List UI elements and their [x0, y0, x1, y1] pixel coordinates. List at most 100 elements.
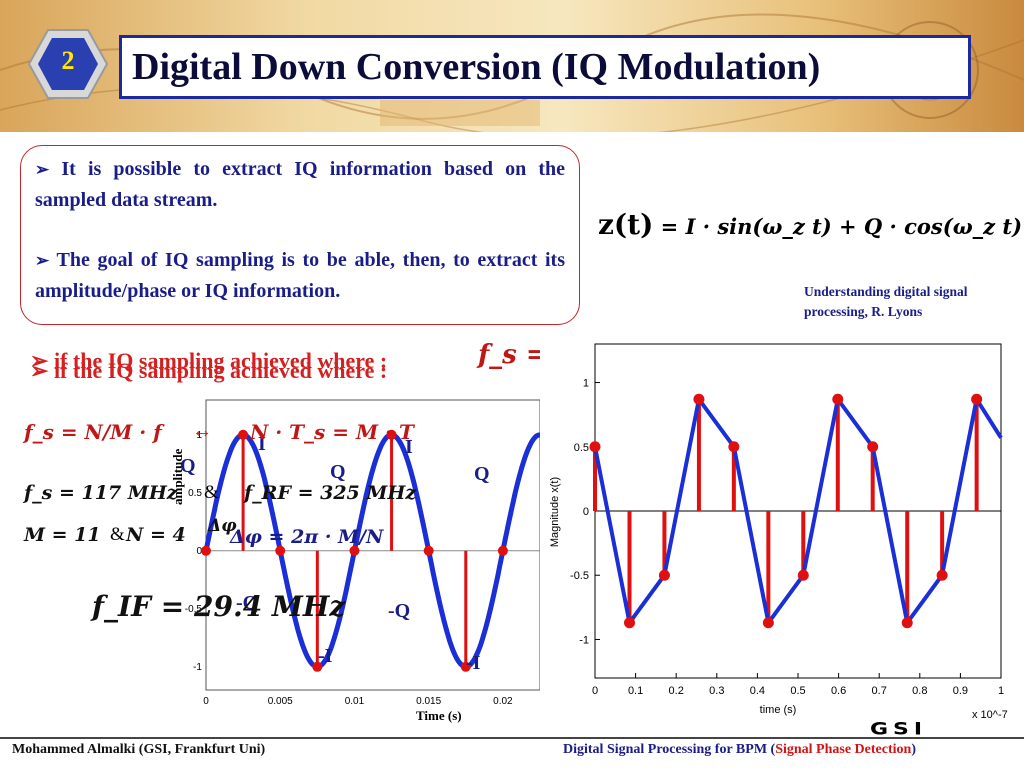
bullet-2: ➢ The goal of IQ sampling is to be able,…: [35, 245, 565, 306]
label-i-2: I: [405, 436, 413, 458]
right-chart-point: [936, 569, 948, 581]
left-plot-stems: [241, 434, 468, 667]
right-chart-point: [971, 393, 983, 405]
right-chart-xtick: 1: [998, 685, 1004, 697]
left-plot-sample-point: [312, 661, 323, 672]
right-chart-xtick: 0.9: [953, 685, 968, 697]
right-chart-point: [832, 393, 844, 405]
formula-delta-phi: Δφ = 2π · M/N: [230, 526, 384, 548]
formula-n: N = 4: [126, 524, 186, 546]
label-negi-2: -I: [466, 652, 481, 674]
left-plot-sample-point: [423, 545, 434, 556]
left-plot-ytick: 0.5: [188, 488, 202, 499]
fs-label: f_s =: [478, 340, 548, 370]
bullet-1-text: It is possible to extract IQ information…: [35, 158, 566, 211]
right-chart-xtick: 0.5: [790, 685, 805, 697]
ampersand-1: &: [204, 482, 219, 503]
label-q-1: Q: [180, 455, 196, 477]
left-plot: 1 0.5 0 -0.5 -1 0 0.005 0.01 0.015 0.02: [185, 399, 540, 707]
left-plot-sample-point: [497, 545, 508, 556]
footer-course-post: ): [911, 742, 916, 757]
label-q-2: Q: [330, 461, 346, 483]
arrow-bullet-icon: ➢: [35, 160, 50, 179]
iff-symbol: ↔: [192, 420, 212, 442]
condition-text-shadow: if the IQ sampling achieved where :: [53, 358, 388, 383]
right-chart-point: [693, 393, 705, 405]
equation-lhs: z(t): [598, 208, 654, 241]
left-plot-sample-point: [201, 545, 211, 556]
right-chart-point: [589, 441, 601, 453]
left-plot-sample-point: [238, 429, 249, 440]
right-chart-scale-label: x 10^-7: [972, 709, 1008, 721]
right-chart-point: [624, 617, 636, 629]
right-chart-points: [589, 393, 983, 629]
page-title: Digital Down Conversion (IQ Modulation): [132, 46, 821, 88]
right-chart-point: [901, 617, 913, 629]
bullet-2-text: The goal of IQ sampling is to be able, t…: [35, 249, 566, 302]
right-chart-point: [658, 569, 670, 581]
right-chart-xtick: 0.4: [750, 685, 765, 697]
right-chart-point: [728, 441, 740, 453]
right-chart-axes: 1 0.5 0 -0.5 -1 0 0.1 0.2 0.3 0.4 0.5 0.6 0.7 0.8 0.9 1: [570, 343, 1004, 697]
reference-text: Understanding digital signal processing,…: [804, 284, 968, 319]
right-chart-xtick: 0.7: [872, 685, 887, 697]
left-plot-xtick: 0.02: [493, 696, 513, 707]
right-chart-xtick: 0.3: [709, 685, 724, 697]
left-plot-xtick: 0.005: [268, 696, 293, 707]
footer-author: Mohammed Almalki (GSI, Frankfurt Uni): [12, 742, 266, 757]
left-plot-xlabel: Time (s): [416, 708, 462, 723]
right-chart-point: [867, 441, 879, 453]
gsi-logo: GSI: [870, 720, 928, 739]
condition-bullet: ➢ if the IQ sampling achieved where :: [30, 348, 388, 373]
equation-rhs: = I · sin(ω_z t) + Q · cos(ω_z t): [660, 214, 1023, 239]
left-plot-sample-point: [349, 545, 360, 556]
condition-text: if the IQ sampling achieved where :: [53, 348, 388, 373]
hexagon-icon: [27, 29, 109, 99]
right-chart: 10.50-0.5-10 0.1 0.2 0.3 0.4 0.5 0.6 0.7 0.8 0.9 1…: [540, 330, 1024, 725]
footer-course-pre: Digital Signal Processing for BPM (: [563, 742, 776, 757]
label-q-3: Q: [474, 463, 490, 485]
formula-frf: f_RF = 325 MHz: [244, 482, 417, 504]
label-i-1: I: [258, 433, 266, 455]
right-chart-ytick: 0.5: [574, 442, 589, 454]
formula-fs-ratio: f_s = N/M · f: [24, 420, 162, 444]
right-chart-xtick: 0.6: [831, 685, 846, 697]
right-chart-ylabel: Magnitude x(t): [549, 477, 561, 547]
right-chart-xlabel: time (s): [760, 704, 797, 716]
label-negq-1: -Q: [388, 600, 411, 622]
footer-course: Digital Signal Processing for BPM (Signa…: [563, 742, 916, 758]
arrow-bullet-icon: ➢: [35, 251, 50, 270]
left-plot-ytick: 0: [196, 546, 202, 557]
left-plot-ytick: 1: [196, 430, 202, 441]
ampersand-2: &: [110, 524, 125, 545]
condition-bullet-shadow: ➢ if the IQ sampling achieved where :: [30, 358, 388, 383]
formula-fs-value: f_s = 117 MHz: [24, 482, 178, 504]
label-negq-2: -Q: [236, 592, 259, 614]
left-plot-curve: [203, 432, 540, 670]
right-chart-ytick: -1: [579, 634, 589, 646]
right-chart-ytick: 0: [583, 506, 589, 518]
label-negi-1: -I: [318, 645, 333, 667]
left-plot-ytick: -0.5: [185, 604, 203, 615]
left-plot-ytick: -1: [193, 662, 202, 673]
right-chart-xtick: 0.1: [628, 685, 643, 697]
main-equation: z(t) = I · sin(ω_z t) + Q · cos(ω_z t): [598, 208, 1022, 241]
right-chart-ytick: 1: [583, 378, 589, 390]
left-plot-xtick: 0.015: [416, 696, 441, 707]
left-plot-dots: [201, 429, 508, 672]
slide-number: 2: [61, 46, 75, 75]
right-chart-xtick: 0.8: [912, 685, 927, 697]
bullet-box: ➢ It is possible to extract IQ informati…: [20, 145, 580, 325]
formula-m: M = 11: [24, 524, 101, 546]
delta-phi-label: Δφ: [208, 516, 237, 536]
left-plot-xtick: 0: [203, 696, 209, 707]
right-chart-ytick: -0.5: [570, 570, 589, 582]
slide-number-badge: 2: [27, 28, 109, 100]
title-box: Digital Down Conversion (IQ Modulation): [119, 35, 971, 99]
formula-nts: N · T_s = M · T: [250, 420, 414, 444]
left-plot-axes: 1 0.5 0 -0.5 -1 0 0.005 0.01 0.015 0.02: [185, 399, 540, 707]
left-plot-sample-point: [275, 545, 286, 556]
bullet-1: ➢ It is possible to extract IQ informati…: [35, 154, 565, 215]
left-plot-sample-point: [386, 429, 397, 440]
footer-course-highlight: Signal Phase Detection: [775, 742, 912, 757]
